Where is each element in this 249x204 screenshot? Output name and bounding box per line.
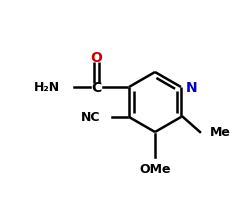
Text: C: C: [91, 81, 101, 94]
Text: OMe: OMe: [139, 162, 171, 175]
Text: O: O: [90, 51, 102, 65]
Text: NC: NC: [80, 111, 100, 124]
Text: N: N: [186, 81, 198, 94]
Text: H₂N: H₂N: [34, 81, 60, 94]
Text: Me: Me: [210, 126, 231, 139]
